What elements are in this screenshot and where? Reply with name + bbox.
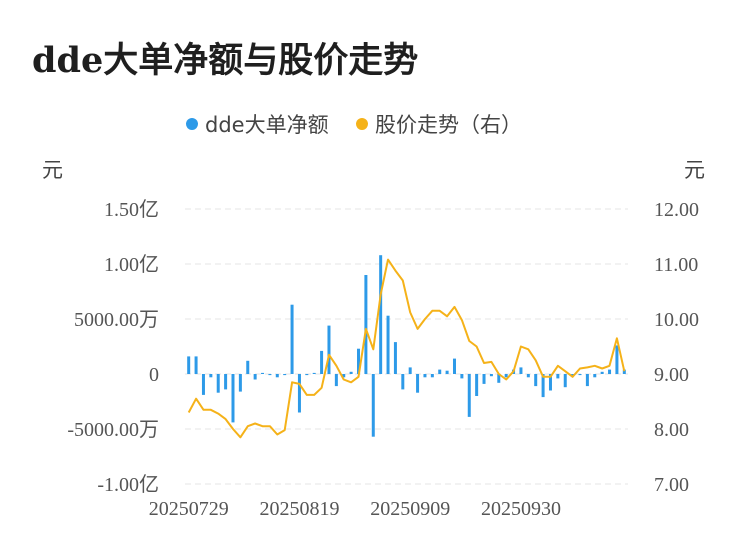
dde-bar	[268, 374, 272, 376]
dde-bar	[194, 356, 198, 374]
left-tick-label: 1.00亿	[104, 253, 159, 276]
x-tick-label: 20250930	[481, 498, 561, 520]
dde-bar	[342, 374, 346, 378]
dde-bar	[615, 345, 619, 374]
dde-bar	[608, 369, 612, 374]
price-line	[187, 258, 626, 439]
dde-bar	[320, 350, 324, 374]
dde-bar	[408, 367, 412, 374]
dde-bar	[386, 315, 390, 374]
legend-marker-dde	[186, 118, 198, 130]
dde-bar	[571, 374, 575, 377]
dde-bar	[253, 374, 257, 380]
right-tick-label: 8.00	[654, 419, 689, 441]
legend-label-dde: dde大单净额	[205, 113, 329, 137]
right-tick-label: 9.00	[654, 364, 689, 386]
dde-bar	[622, 369, 626, 374]
axis-labels: 1.50亿 1.00亿 5000.00万 0 -5000.00万 -1.00亿 12.00 1…	[42, 158, 705, 520]
dde-bar	[327, 325, 331, 374]
dde-bar	[541, 374, 545, 398]
right-tick-label: 11.00	[654, 254, 698, 276]
dde-bar	[246, 360, 250, 374]
dde-bar	[349, 371, 353, 374]
dde-bar	[519, 367, 523, 374]
dde-bar	[305, 374, 309, 376]
right-axis-unit: 元	[684, 158, 705, 182]
dde-bar	[379, 255, 383, 374]
dde-bar	[467, 374, 471, 417]
dde-bar	[460, 374, 464, 379]
legend-marker-price	[356, 118, 368, 130]
dde-bar	[201, 374, 205, 395]
dde-bar	[445, 370, 449, 374]
dde-bar	[489, 374, 493, 377]
dde-bar	[312, 372, 316, 374]
dde-bar	[504, 374, 508, 378]
dde-bar	[593, 374, 597, 378]
dde-bar	[556, 374, 560, 379]
left-tick-label: 1.50亿	[104, 198, 159, 221]
dde-bar	[261, 372, 265, 374]
left-tick-label: 5000.00万	[74, 309, 159, 331]
dde-bar	[364, 275, 368, 374]
dde-bar	[475, 374, 479, 396]
dde-bar	[275, 374, 279, 378]
left-tick-label: -1.00亿	[97, 473, 159, 496]
dde-bar	[209, 374, 213, 378]
right-tick-label: 10.00	[654, 309, 699, 331]
dde-bar	[238, 374, 242, 392]
dde-bar	[548, 374, 552, 391]
dde-bar	[371, 374, 375, 437]
dde-bar	[585, 374, 589, 387]
chart-title: dde大单净额与股价走势	[32, 40, 419, 81]
dde-bar	[423, 374, 427, 378]
dde-bar	[401, 374, 405, 390]
dde-bar	[497, 374, 501, 383]
legend: dde大单净额 股价走势（右）	[186, 113, 522, 137]
dde-bar	[430, 374, 434, 378]
dde-bar	[224, 374, 228, 390]
dde-bar	[290, 304, 294, 374]
dde-bar	[526, 374, 530, 378]
dde-bar	[416, 374, 420, 393]
dde-bar	[357, 348, 361, 374]
dde-bar	[334, 374, 338, 387]
dde-bar	[393, 342, 397, 374]
dde-bar	[578, 374, 582, 376]
dde-bar	[438, 369, 442, 374]
left-tick-label: -5000.00万	[67, 419, 159, 441]
price-line-group	[187, 258, 626, 439]
dde-bar	[216, 374, 220, 393]
grid-lines	[185, 208, 628, 485]
dde-bar	[482, 374, 486, 384]
x-tick-label: 20250909	[370, 498, 450, 520]
right-tick-label: 12.00	[654, 199, 699, 221]
legend-label-price: 股价走势（右）	[375, 113, 522, 137]
dde-bar	[534, 374, 538, 387]
dde-bar	[187, 356, 191, 374]
dde-bar	[452, 358, 456, 374]
dde-bar	[600, 371, 604, 374]
dde-bar	[297, 374, 301, 413]
x-tick-label: 20250819	[259, 498, 339, 520]
dde-bars	[187, 255, 626, 437]
dde-bar	[231, 374, 235, 423]
left-axis-unit: 元	[42, 158, 63, 182]
dde-bar	[283, 374, 287, 376]
x-tick-label: 20250729	[149, 498, 229, 520]
left-tick-label: 0	[149, 364, 159, 386]
dde-bar	[563, 374, 567, 388]
right-tick-label: 7.00	[654, 474, 689, 496]
